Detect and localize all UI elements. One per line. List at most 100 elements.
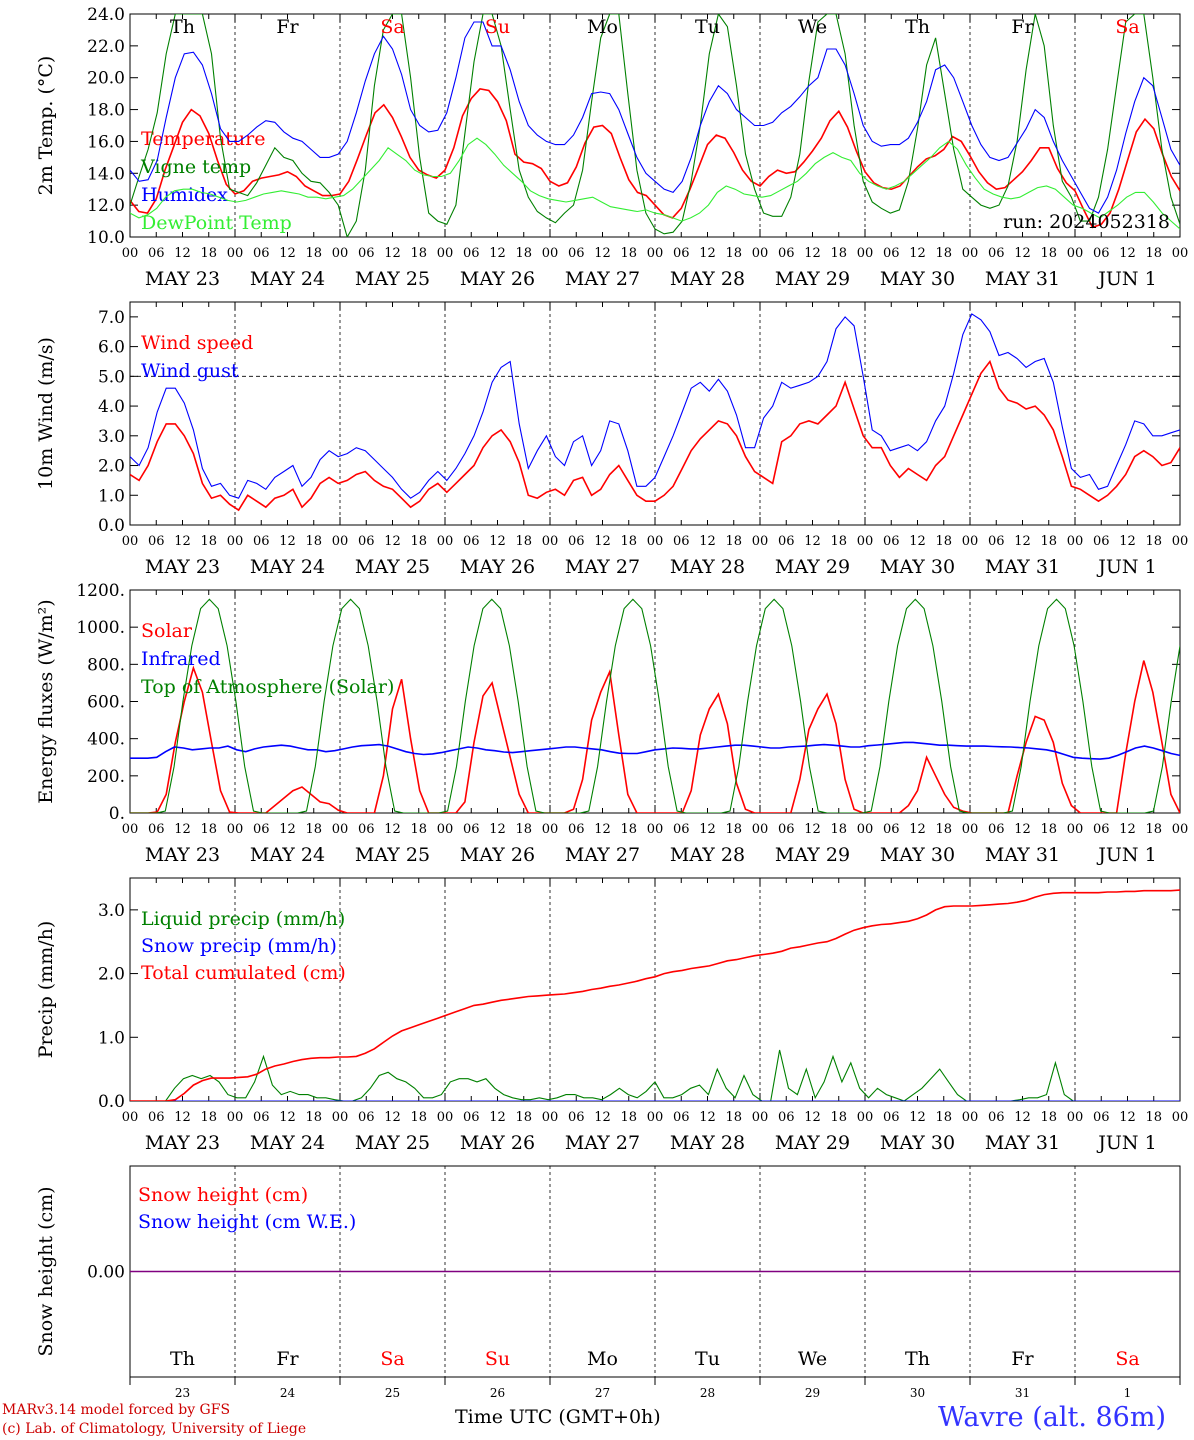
hour-tick-label: 18 xyxy=(200,1110,217,1125)
hour-tick-label: 18 xyxy=(200,246,217,261)
hour-tick-label: 06 xyxy=(673,1110,690,1125)
day-name-label: Su xyxy=(485,16,510,38)
hour-tick-label: 00 xyxy=(122,1110,139,1125)
hour-tick-label: 06 xyxy=(148,534,165,549)
hour-tick-label: 12 xyxy=(699,534,716,549)
hour-tick-label: 12 xyxy=(174,534,191,549)
hour-tick-label: 00 xyxy=(542,246,559,261)
hour-tick-label: 18 xyxy=(830,534,847,549)
hour-tick-label: 00 xyxy=(437,1110,454,1125)
date-label: MAY 25 xyxy=(355,556,430,578)
hour-tick-label: 00 xyxy=(647,534,664,549)
day-name-label: Tu xyxy=(695,1348,720,1370)
day-number-label: 25 xyxy=(385,1386,400,1400)
hour-tick-label: 06 xyxy=(988,246,1005,261)
hour-tick-label: 00 xyxy=(1172,1110,1189,1125)
hour-tick-label: 18 xyxy=(935,534,952,549)
hour-tick-label: 00 xyxy=(1067,1110,1084,1125)
hour-tick-label: 06 xyxy=(883,1110,900,1125)
y-tick-label: 5.0 xyxy=(98,367,125,387)
day-name-label: Th xyxy=(905,16,930,38)
hour-tick-label: 00 xyxy=(542,1110,559,1125)
date-label: MAY 27 xyxy=(565,844,640,866)
hour-tick-label: 00 xyxy=(122,822,139,837)
hour-tick-label: 06 xyxy=(148,246,165,261)
series-line-temperature xyxy=(130,88,1180,229)
legend-entry: DewPoint Temp xyxy=(141,212,292,234)
hour-tick-label: 12 xyxy=(1014,534,1031,549)
hour-tick-label: 06 xyxy=(568,534,585,549)
hour-tick-label: 18 xyxy=(725,534,742,549)
hour-tick-label: 00 xyxy=(227,246,244,261)
legend-entry: Vigne temp xyxy=(140,156,251,178)
day-name-label: Th xyxy=(170,1348,195,1370)
hour-tick-label: 00 xyxy=(332,534,349,549)
hour-tick-label: 18 xyxy=(620,534,637,549)
hour-tick-label: 18 xyxy=(305,246,322,261)
hour-tick-label: 18 xyxy=(1040,822,1057,837)
day-number-label: 26 xyxy=(490,1386,505,1400)
y-tick-label: 2.0 xyxy=(98,965,125,985)
hour-tick-label: 06 xyxy=(148,1110,165,1125)
hour-tick-label: 18 xyxy=(1040,1110,1057,1125)
hour-tick-label: 12 xyxy=(804,822,821,837)
hour-tick-label: 00 xyxy=(437,534,454,549)
y-tick-label: 1.0 xyxy=(98,1028,125,1048)
hour-tick-label: 12 xyxy=(384,1110,401,1125)
hour-tick-label: 12 xyxy=(279,1110,296,1125)
series-line-liquid-precip-mm-h- xyxy=(130,1049,1180,1101)
hour-tick-label: 00 xyxy=(1067,246,1084,261)
hour-tick-label: 18 xyxy=(725,1110,742,1125)
date-label: MAY 24 xyxy=(250,1132,325,1154)
hour-tick-label: 18 xyxy=(620,822,637,837)
legend-entry: Wind speed xyxy=(141,332,253,354)
hour-tick-label: 06 xyxy=(463,1110,480,1125)
date-label: MAY 28 xyxy=(670,268,745,290)
day-number-label: 28 xyxy=(700,1386,715,1400)
date-label: JUN 1 xyxy=(1096,1132,1156,1154)
day-name-label: Fr xyxy=(276,1348,299,1370)
y-tick-label: 16.0 xyxy=(87,132,125,152)
date-label: MAY 30 xyxy=(880,556,955,578)
series-line-vigne-temp xyxy=(130,14,1180,237)
hour-tick-label: 12 xyxy=(594,822,611,837)
hour-tick-label: 06 xyxy=(673,822,690,837)
hour-tick-label: 18 xyxy=(515,246,532,261)
y-tick-label: 0.00 xyxy=(87,1263,125,1283)
date-label: MAY 28 xyxy=(670,556,745,578)
hour-tick-label: 18 xyxy=(1145,1110,1162,1125)
day-name-label: Sa xyxy=(380,16,404,38)
date-label: MAY 29 xyxy=(775,1132,850,1154)
hour-tick-label: 00 xyxy=(332,1110,349,1125)
series-line-top-of-atmosphere-solar- xyxy=(130,598,1180,813)
hour-tick-label: 00 xyxy=(962,822,979,837)
date-label: MAY 25 xyxy=(355,1132,430,1154)
y-axis-label: Energy fluxes (W/m²) xyxy=(35,599,57,803)
hour-tick-label: 00 xyxy=(647,822,664,837)
date-label: MAY 31 xyxy=(985,844,1060,866)
hour-tick-label: 18 xyxy=(410,822,427,837)
y-tick-label: 3.0 xyxy=(98,427,125,447)
hour-tick-label: 06 xyxy=(778,1110,795,1125)
y-axis-label: Snow height (cm) xyxy=(35,1186,57,1356)
day-name-label: We xyxy=(798,16,827,38)
hour-tick-label: 18 xyxy=(410,1110,427,1125)
day-name-label: Th xyxy=(905,1348,930,1370)
day-number-label: 27 xyxy=(595,1386,610,1400)
day-name-label: Tu xyxy=(695,16,720,38)
hour-tick-label: 18 xyxy=(830,822,847,837)
hour-tick-label: 00 xyxy=(752,822,769,837)
legend-entry: Wind gust xyxy=(141,360,239,382)
hour-tick-label: 12 xyxy=(1119,822,1136,837)
series-line-wind-speed xyxy=(130,359,1180,512)
y-tick-label: 4.0 xyxy=(98,397,125,417)
hour-tick-label: 06 xyxy=(253,822,270,837)
y-tick-label: 6.0 xyxy=(98,338,125,358)
legend-entry: Humidex xyxy=(141,184,228,206)
hour-tick-label: 12 xyxy=(594,1110,611,1125)
legend-entry: Infrared xyxy=(141,648,221,670)
y-axis-label: 10m Wind (m/s) xyxy=(35,337,57,490)
hour-tick-label: 18 xyxy=(200,822,217,837)
legend-entry: Snow height (cm) xyxy=(138,1184,308,1206)
hour-tick-label: 12 xyxy=(1014,1110,1031,1125)
